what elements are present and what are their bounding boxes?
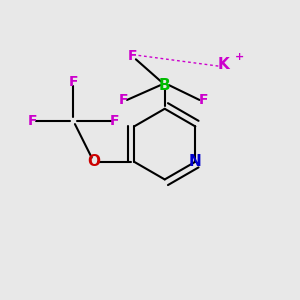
Text: F: F [119,93,128,107]
Text: +: + [235,52,244,62]
Text: B: B [159,78,170,93]
Text: K: K [218,57,230,72]
Text: F: F [128,49,137,63]
Text: F: F [198,93,208,107]
Text: O: O [88,154,100,169]
Text: F: F [69,75,78,89]
Text: N: N [189,154,202,169]
Text: F: F [110,114,119,128]
Text: F: F [28,114,37,128]
